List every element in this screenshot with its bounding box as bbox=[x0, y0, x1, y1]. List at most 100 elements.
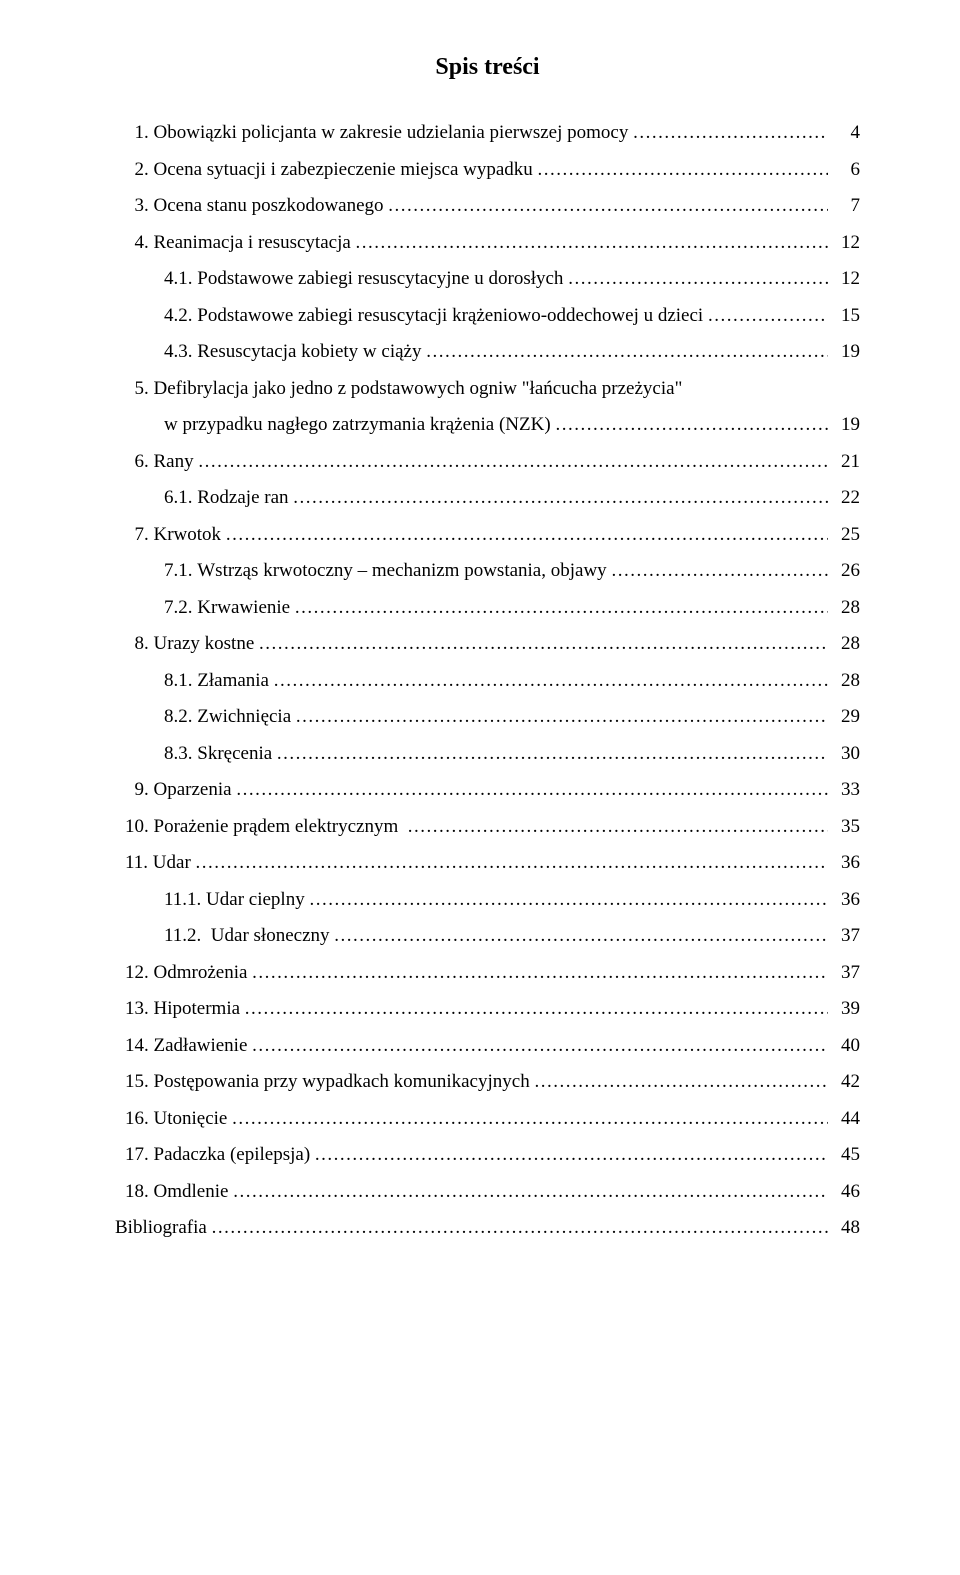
toc-entry-title: Hipotermia bbox=[154, 999, 245, 1018]
toc-entry: 7.2. Krwawienie 28 bbox=[115, 598, 860, 617]
toc-leader-dots bbox=[232, 1109, 828, 1128]
toc-entry-title: Rodzaje ran bbox=[197, 488, 293, 507]
toc-entry: 5. Defibrylacja jako jedno z podstawowyc… bbox=[115, 379, 860, 398]
toc-leader-dots bbox=[277, 744, 828, 763]
toc-entry-title: Obowiązki policjanta w zakresie udzielan… bbox=[154, 123, 634, 142]
toc-leader-dots bbox=[296, 707, 828, 726]
toc-entry-title: Ocena sytuacji i zabezpieczenie miejsca … bbox=[154, 160, 538, 179]
toc-leader-dots bbox=[309, 890, 828, 909]
toc-entry-number: 7. bbox=[125, 525, 154, 544]
toc-entry: 12. Odmrożenia 37 bbox=[115, 963, 860, 982]
toc-leader-dots bbox=[259, 634, 828, 653]
toc-entry-number: 2. bbox=[125, 160, 154, 179]
toc-entry-title: Udar bbox=[153, 853, 196, 872]
toc-entry-number: 1. bbox=[125, 123, 154, 142]
toc-entry-number: 10. bbox=[125, 817, 154, 836]
toc-entry-page: 12 bbox=[828, 269, 860, 288]
toc-leader-dots bbox=[295, 598, 828, 617]
toc-entry-page: 19 bbox=[828, 415, 860, 434]
toc-entry-page: 33 bbox=[828, 780, 860, 799]
toc-entry-number: 11.2. bbox=[164, 926, 211, 945]
toc-leader-dots bbox=[252, 963, 828, 982]
toc-entry-page: 4 bbox=[828, 123, 860, 142]
toc-entry: w przypadku nagłego zatrzymania krążenia… bbox=[115, 415, 860, 434]
toc-entry-title: Wstrząs krwotoczny – mechanizm powstania… bbox=[197, 561, 611, 580]
toc-leader-dots bbox=[633, 123, 828, 142]
toc-entry-title: Omdlenie bbox=[154, 1182, 234, 1201]
toc-leader-dots bbox=[388, 196, 828, 215]
toc-entry-number: 7.2. bbox=[164, 598, 197, 617]
page-title: Spis treści bbox=[115, 54, 860, 81]
toc-leader-dots bbox=[334, 926, 828, 945]
toc-leader-dots bbox=[315, 1145, 828, 1164]
toc-leader-dots bbox=[568, 269, 828, 288]
toc-entry-title: Odmrożenia bbox=[154, 963, 253, 982]
toc-entry-page: 37 bbox=[828, 926, 860, 945]
toc-entry-title: Reanimacja i resuscytacja bbox=[154, 233, 356, 252]
toc-entry: 9. Oparzenia 33 bbox=[115, 780, 860, 799]
toc-entry: 3. Ocena stanu poszkodowanego 7 bbox=[115, 196, 860, 215]
toc-entry-number: 7.1. bbox=[164, 561, 197, 580]
toc-leader-dots bbox=[611, 561, 828, 580]
toc-entry: 11.2. Udar słoneczny 37 bbox=[115, 926, 860, 945]
toc-entry: 4. Reanimacja i resuscytacja 12 bbox=[115, 233, 860, 252]
toc-entry: 8.1. Złamania 28 bbox=[115, 671, 860, 690]
toc-entry-page: 36 bbox=[828, 853, 860, 872]
toc-entry-title: Urazy kostne bbox=[154, 634, 260, 653]
toc-entry: 6.1. Rodzaje ran 22 bbox=[115, 488, 860, 507]
toc-leader-dots bbox=[198, 452, 828, 471]
toc-entry: 11. Udar 36 bbox=[115, 853, 860, 872]
toc-entry: Bibliografia 48 bbox=[115, 1218, 860, 1237]
toc-leader-dots bbox=[293, 488, 828, 507]
toc-entry-page: 37 bbox=[828, 963, 860, 982]
toc-entry-page: 21 bbox=[828, 452, 860, 471]
toc-entry-title: Zadławienie bbox=[154, 1036, 253, 1055]
toc-entry-number: 4. bbox=[125, 233, 154, 252]
toc-entry-page: 42 bbox=[828, 1072, 860, 1091]
toc-leader-dots bbox=[236, 780, 828, 799]
toc-entry: 17. Padaczka (epilepsja) 45 bbox=[115, 1145, 860, 1164]
toc-entry: 4.3. Resuscytacja kobiety w ciąży 19 bbox=[115, 342, 860, 361]
toc-entry: 13. Hipotermia 39 bbox=[115, 999, 860, 1018]
toc-entry-number: 8.2. bbox=[164, 707, 197, 726]
toc-entry-page: 35 bbox=[828, 817, 860, 836]
toc-entry-title: w przypadku nagłego zatrzymania krążenia… bbox=[164, 415, 555, 434]
toc-entry: 14. Zadławienie 40 bbox=[115, 1036, 860, 1055]
toc-entry-page: 7 bbox=[828, 196, 860, 215]
toc-entry-page: 36 bbox=[828, 890, 860, 909]
toc-entry: 8.3. Skręcenia 30 bbox=[115, 744, 860, 763]
toc-entry-number: 8.3. bbox=[164, 744, 197, 763]
toc-leader-dots bbox=[226, 525, 828, 544]
toc-entry: 6. Rany 21 bbox=[115, 452, 860, 471]
toc-entry-page: 22 bbox=[828, 488, 860, 507]
toc-entry: 4.1. Podstawowe zabiegi resuscytacyjne u… bbox=[115, 269, 860, 288]
toc-entry: 7.1. Wstrząs krwotoczny – mechanizm pows… bbox=[115, 561, 860, 580]
toc-entry-title: Zwichnięcia bbox=[197, 707, 296, 726]
toc-entry-page: 39 bbox=[828, 999, 860, 1018]
toc-entry-number: 11. bbox=[125, 853, 153, 872]
toc-entry-number: 13. bbox=[125, 999, 154, 1018]
toc-entry: 11.1. Udar cieplny 36 bbox=[115, 890, 860, 909]
toc-entry-title: Udar cieplny bbox=[206, 890, 309, 909]
table-of-contents: 1. Obowiązki policjanta w zakresie udzie… bbox=[115, 123, 860, 1237]
toc-leader-dots bbox=[212, 1218, 828, 1237]
toc-entry-number: 11.1. bbox=[164, 890, 206, 909]
toc-leader-dots bbox=[233, 1182, 828, 1201]
toc-entry-title: Ocena stanu poszkodowanego bbox=[154, 196, 389, 215]
toc-entry-title: Złamania bbox=[197, 671, 274, 690]
toc-entry-title: Podstawowe zabiegi resuscytacji krążenio… bbox=[197, 306, 708, 325]
toc-entry-page: 40 bbox=[828, 1036, 860, 1055]
toc-entry-number: 4.1. bbox=[164, 269, 197, 288]
toc-entry-number: 8.1. bbox=[164, 671, 197, 690]
toc-entry-title: Postępowania przy wypadkach komunikacyjn… bbox=[154, 1072, 535, 1091]
toc-entry: 18. Omdlenie 46 bbox=[115, 1182, 860, 1201]
toc-entry-number: 9. bbox=[125, 780, 154, 799]
toc-entry-title: Podstawowe zabiegi resuscytacyjne u doro… bbox=[197, 269, 568, 288]
toc-leader-dots bbox=[555, 415, 828, 434]
toc-entry-title: Krwawienie bbox=[197, 598, 295, 617]
toc-entry: 7. Krwotok 25 bbox=[115, 525, 860, 544]
toc-entry: 15. Postępowania przy wypadkach komunika… bbox=[115, 1072, 860, 1091]
toc-entry-page: 30 bbox=[828, 744, 860, 763]
toc-entry-page: 29 bbox=[828, 707, 860, 726]
toc-entry-number: 12. bbox=[125, 963, 154, 982]
